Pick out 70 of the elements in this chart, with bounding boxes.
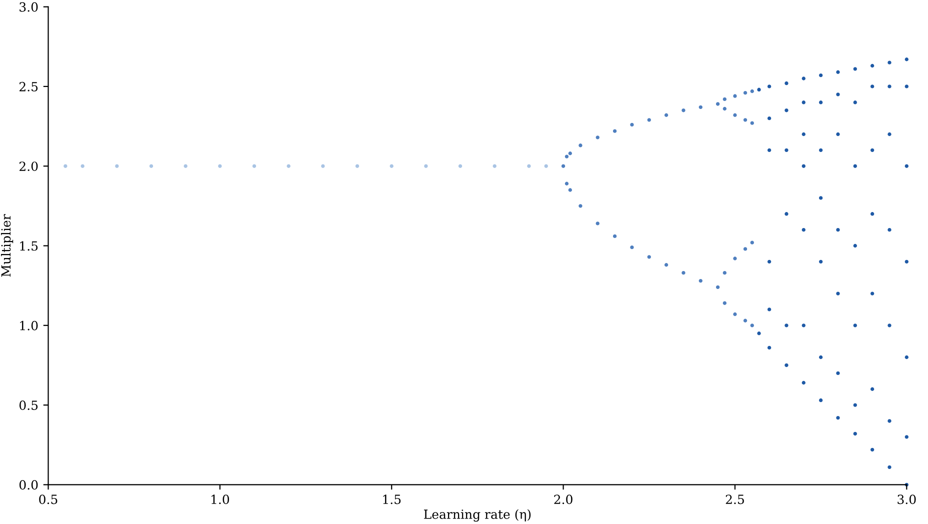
point (612, 129, 617, 133)
point (630, 246, 634, 250)
y-tick-label: 2.0 (20, 162, 38, 172)
point (630, 122, 634, 127)
point (321, 164, 325, 168)
point (149, 164, 154, 168)
point (80, 164, 84, 168)
point (252, 164, 256, 168)
x-tick-label: 1.5 (383, 494, 401, 504)
y-axis-title: Multiplier (1, 214, 14, 277)
point (527, 164, 531, 168)
point (390, 164, 394, 168)
point (743, 118, 748, 122)
point (115, 164, 119, 168)
point (743, 318, 748, 322)
point (722, 301, 727, 305)
point (750, 121, 754, 125)
point (568, 188, 572, 192)
point (722, 106, 727, 111)
point (564, 154, 569, 158)
y-tick-label: 0.0 (19, 480, 38, 490)
point (698, 105, 702, 110)
point (492, 164, 496, 168)
point (355, 164, 360, 168)
point (184, 164, 188, 168)
point (750, 240, 754, 244)
point (564, 182, 569, 186)
point (722, 97, 727, 102)
point (568, 152, 572, 156)
point (424, 164, 428, 168)
point (682, 108, 686, 112)
point (664, 113, 668, 117)
point (733, 312, 737, 316)
point (664, 263, 668, 267)
point (733, 94, 737, 98)
x-tick-label: 0.5 (39, 494, 58, 504)
point (286, 164, 290, 168)
point (716, 285, 720, 290)
y-tick-label: 3.0 (20, 2, 38, 12)
point (750, 89, 754, 94)
point (733, 113, 737, 117)
point (647, 118, 651, 122)
point (743, 90, 748, 95)
point (682, 271, 686, 275)
x-tick-label: 2.0 (554, 494, 572, 504)
y-tick-label: 1.0 (20, 320, 38, 330)
x-tick-label: 1.0 (212, 494, 230, 504)
point (716, 102, 720, 106)
point (733, 256, 737, 260)
point (647, 255, 651, 259)
point (458, 164, 462, 168)
point (578, 144, 582, 148)
y-tick-label: 1.5 (20, 241, 38, 251)
point (698, 278, 702, 283)
x-tick-label: 2.5 (726, 494, 744, 504)
x-axis-title: Learning rate (η) (424, 509, 531, 522)
point (722, 271, 727, 275)
point (743, 247, 748, 251)
point (612, 234, 617, 238)
point (596, 136, 600, 140)
point (750, 324, 754, 328)
y-tick-label: 2.5 (20, 82, 38, 92)
point (561, 164, 566, 168)
point (218, 164, 222, 168)
point (596, 222, 600, 226)
point (64, 164, 68, 168)
x-tick-label: 3.0 (898, 494, 916, 504)
point (578, 204, 582, 208)
y-tick-label: 0.5 (19, 400, 38, 410)
point (544, 164, 548, 168)
